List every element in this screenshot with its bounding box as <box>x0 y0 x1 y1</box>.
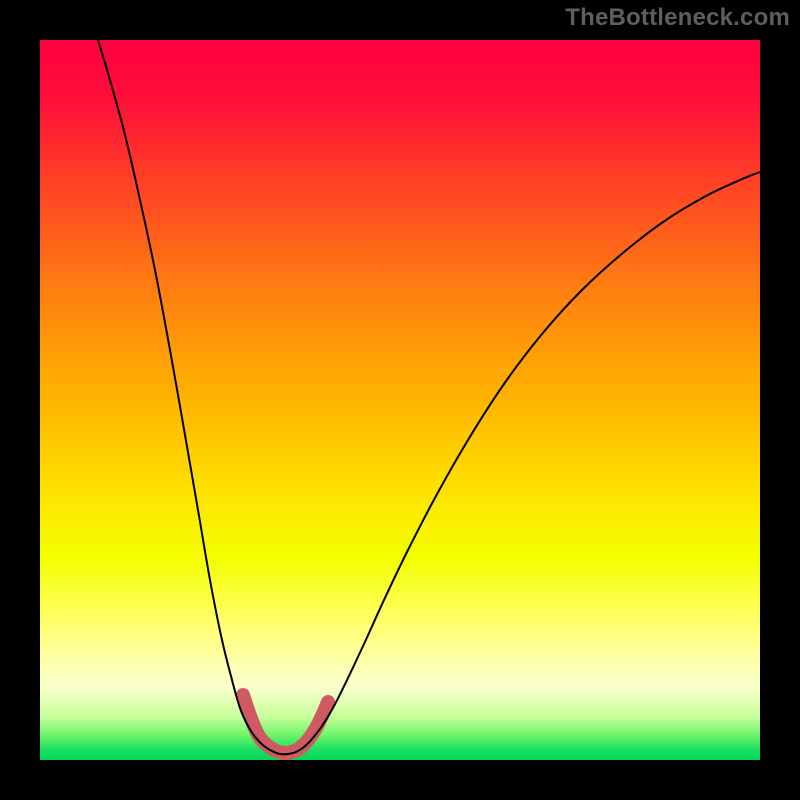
bottleneck-marker-band <box>243 695 328 753</box>
chart-svg <box>40 40 760 760</box>
chart-plot-area <box>40 40 760 760</box>
watermark-text: TheBottleneck.com <box>565 4 790 32</box>
bottleneck-curve <box>98 40 760 754</box>
